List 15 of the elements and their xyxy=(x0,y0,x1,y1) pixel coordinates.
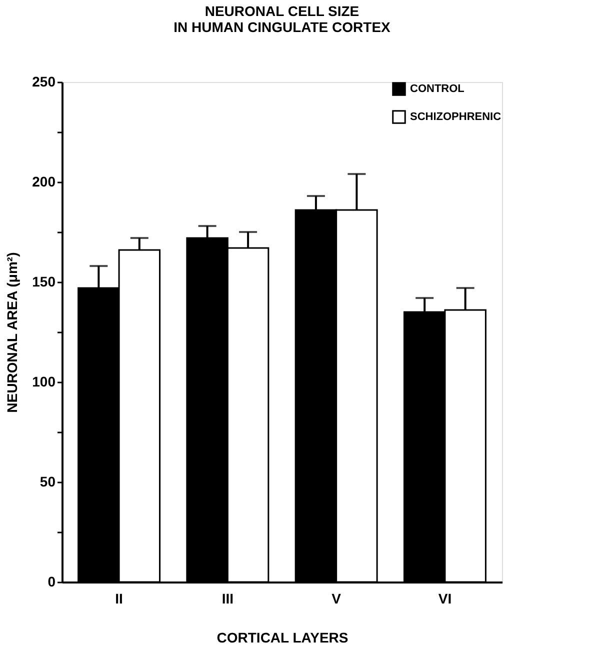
y-tick-label: 0 xyxy=(48,574,56,590)
y-axis-title: NEURONAL AREA (μm²) xyxy=(4,252,20,413)
y-tick-label: 250 xyxy=(32,74,56,90)
x-tick-label: VI xyxy=(438,590,452,606)
y-tick-label: 100 xyxy=(32,374,56,390)
chart-title: NEURONAL CELL SIZE IN HUMAN CINGULATE CORTEX xyxy=(174,3,392,35)
x-axis-title: CORTICAL LAYERS xyxy=(216,630,348,646)
legend-label: CONTROL xyxy=(410,83,465,95)
legend-label: SCHIZOPHRENIC xyxy=(410,111,502,123)
y-tick-label: 200 xyxy=(32,174,56,190)
x-tick-label: V xyxy=(332,590,342,606)
x-tick-label: III xyxy=(222,590,234,606)
y-tick-label: 150 xyxy=(32,274,56,290)
y-tick-label: 50 xyxy=(40,474,56,490)
x-tick-label: II xyxy=(115,590,123,606)
